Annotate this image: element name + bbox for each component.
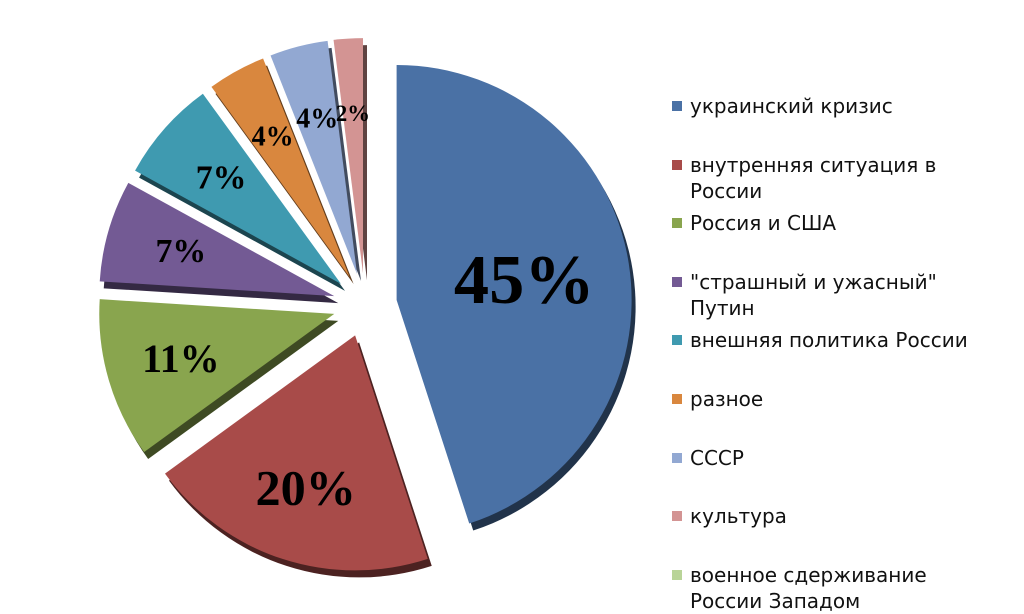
legend-label: внешняя политика России <box>690 328 968 353</box>
legend-label: военное сдерживание России Западом <box>690 562 927 613</box>
legend-swatch <box>672 569 682 580</box>
legend-label: украинский кризис <box>690 94 893 118</box>
legend-label: "страшный и ужасный" Путин <box>690 269 937 320</box>
data-label: 4% <box>252 121 294 152</box>
legend-item: украинский кризис <box>672 93 1002 119</box>
data-label: 2% <box>336 101 370 126</box>
legend-swatch <box>672 394 682 404</box>
legend-label: Россия и США <box>690 211 837 236</box>
slice <box>211 58 350 277</box>
legend-item: Россия и США <box>672 210 1002 236</box>
slice <box>135 93 341 284</box>
legend-label: культура <box>690 504 787 529</box>
data-label: 45% <box>454 241 595 319</box>
legend-swatch <box>672 335 682 346</box>
legend-item: разное <box>672 386 1002 412</box>
data-label: 11% <box>142 336 219 381</box>
legend-swatch <box>672 218 682 229</box>
legend-item: внешняя политика России <box>672 327 1002 353</box>
data-label: 4% <box>296 104 338 135</box>
legend-label: разное <box>690 387 764 411</box>
legend-item: СССР <box>672 445 1002 471</box>
slice <box>270 40 358 275</box>
legend-swatch <box>672 101 682 111</box>
slice <box>99 299 335 453</box>
legend-item: культура <box>672 503 1002 529</box>
data-label: 7% <box>155 233 206 270</box>
slice <box>164 335 428 571</box>
data-label: 7% <box>196 160 247 197</box>
slice <box>333 38 363 274</box>
data-label: 20% <box>255 459 355 515</box>
slice <box>396 64 632 524</box>
legend-swatch <box>672 511 682 522</box>
chart: 45%20%11%7%7%4%4%2% <box>99 38 636 578</box>
legend-label: СССР <box>690 445 744 470</box>
slice <box>99 182 335 297</box>
legend-swatch <box>672 159 682 170</box>
legend-item: военное сдерживание России Западом <box>672 562 1002 614</box>
legend-item: "страшный и ужасный" Путин <box>672 269 1002 321</box>
legend-swatch <box>672 276 682 287</box>
legend-label: внутренняя ситуация в России <box>690 152 937 203</box>
legend-item: внутренняя ситуация в России <box>672 152 1002 204</box>
legend-swatch <box>672 452 682 463</box>
